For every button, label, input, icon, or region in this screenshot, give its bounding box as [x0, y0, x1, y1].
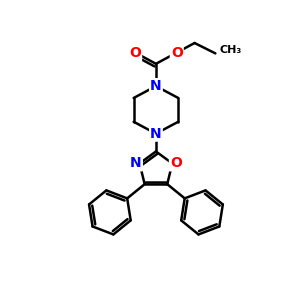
Text: N: N: [150, 79, 162, 93]
Text: N: N: [130, 156, 142, 170]
Text: O: O: [170, 156, 182, 170]
Text: O: O: [171, 46, 183, 60]
Text: N: N: [150, 127, 162, 141]
Text: O: O: [129, 46, 141, 60]
Text: CH₃: CH₃: [220, 45, 242, 56]
